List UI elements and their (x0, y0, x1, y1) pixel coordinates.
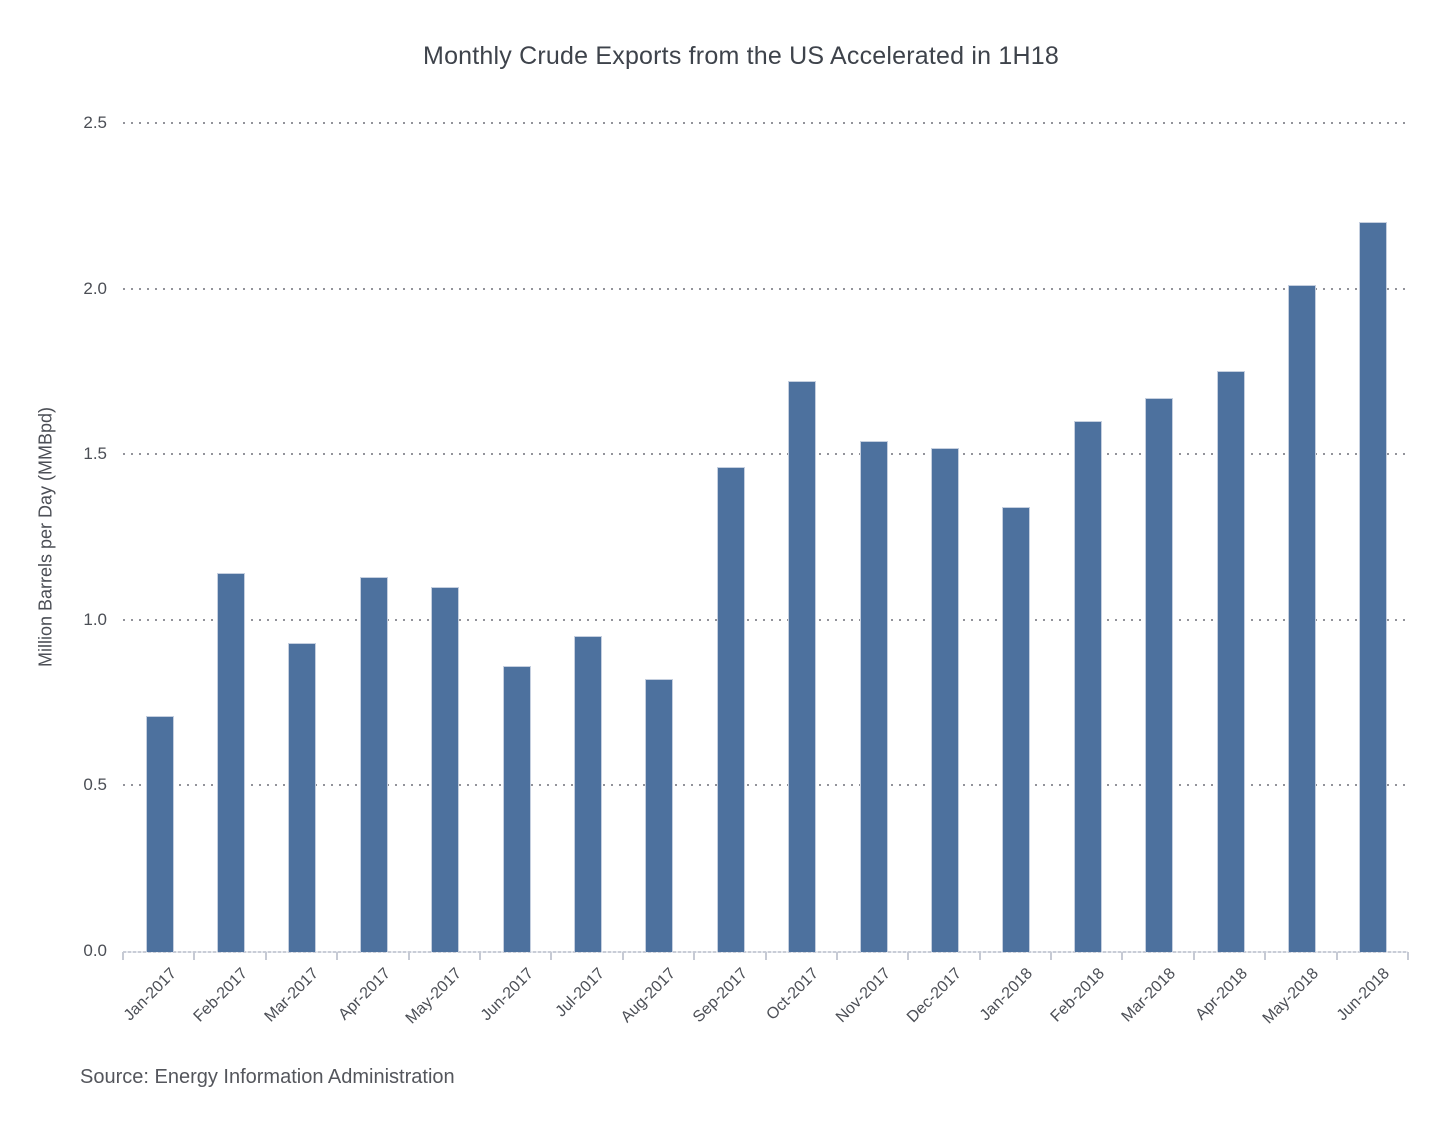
x-tick-label-sep-2017: Sep-2017 (689, 965, 751, 1027)
x-tick-label-dec-2017: Dec-2017 (903, 965, 965, 1027)
bar-mar-2017 (288, 642, 317, 952)
x-tick-label-nov-2017: Nov-2017 (832, 965, 894, 1027)
x-tick-label-may-2017: May-2017 (402, 965, 466, 1028)
bar-jan-2018 (1002, 507, 1031, 952)
bar-jul-2017 (574, 636, 603, 952)
x-tick-label-aug-2017: Aug-2017 (618, 965, 680, 1027)
bar-may-2018 (1287, 285, 1316, 952)
x-axis-tick (1335, 952, 1338, 960)
x-axis-tick (693, 952, 696, 960)
x-axis-tick (122, 952, 124, 960)
bar-may-2017 (431, 586, 460, 952)
gridline-1.0 (123, 618, 1408, 621)
x-tick-label-oct-2017: Oct-2017 (763, 965, 823, 1024)
bar-jan-2017 (145, 715, 174, 952)
x-axis-tick (407, 952, 410, 960)
y-tick-label-1.5: 1.5 (83, 444, 107, 464)
x-axis-tick (193, 952, 196, 960)
x-tick-label-may-2018: May-2018 (1259, 965, 1322, 1028)
x-axis-tick (1407, 952, 1409, 960)
bar-jun-2017 (502, 666, 531, 952)
y-tick-label-2.0: 2.0 (83, 278, 107, 298)
source-note: Source: Energy Information Administratio… (80, 1066, 455, 1088)
bar-mar-2018 (1145, 397, 1174, 952)
x-axis-tick (336, 952, 339, 960)
x-tick-label-feb-2017: Feb-2017 (190, 965, 252, 1026)
x-axis-tick (978, 952, 981, 960)
y-tick-label-0.0: 0.0 (83, 941, 107, 960)
y-tick-label-1.0: 1.0 (83, 609, 107, 629)
bar-apr-2018 (1216, 371, 1245, 952)
chart-title: Monthly Crude Exports from the US Accele… (423, 42, 1059, 70)
gridline-1.5 (123, 453, 1408, 456)
x-axis-tick (1121, 952, 1124, 960)
x-axis-tick (835, 952, 838, 960)
y-tick-label-2.5: 2.5 (83, 113, 107, 132)
x-axis-tick (1050, 952, 1053, 960)
bar-aug-2017 (645, 679, 674, 952)
x-tick-label-apr-2018: Apr-2018 (1191, 965, 1251, 1024)
x-axis-tick (621, 952, 624, 960)
gridline-2.0 (123, 287, 1408, 290)
bar-apr-2017 (359, 576, 388, 952)
x-tick-label-jun-2018: Jun-2018 (1334, 965, 1394, 1025)
gridline-2.5 (123, 122, 1408, 124)
x-axis-tick (550, 952, 553, 960)
x-tick-label-apr-2017: Apr-2017 (335, 965, 394, 1024)
x-axis-tick (1264, 952, 1267, 960)
x-tick-label-mar-2017: Mar-2017 (262, 965, 323, 1026)
bar-nov-2017 (859, 440, 888, 952)
x-tick-label-jul-2017: Jul-2017 (552, 965, 609, 1021)
bar-jun-2018 (1359, 222, 1388, 952)
gridline-0.5 (123, 784, 1408, 787)
x-tick-label-jan-2017: Jan-2017 (120, 965, 180, 1025)
x-axis-tick (907, 952, 910, 960)
bar-feb-2017 (217, 573, 246, 952)
y-tick-label-0.5: 0.5 (83, 775, 107, 795)
x-axis-tick (264, 952, 267, 960)
bar-feb-2018 (1073, 421, 1102, 952)
bar-oct-2017 (788, 381, 817, 952)
x-tick-label-mar-2018: Mar-2018 (1118, 965, 1180, 1026)
x-tick-label-jun-2017: Jun-2017 (477, 965, 537, 1025)
x-axis-line (123, 950, 1408, 953)
x-tick-label-jan-2018: Jan-2018 (977, 965, 1037, 1025)
bar-sep-2017 (716, 467, 745, 952)
bar-dec-2017 (930, 447, 959, 952)
x-axis-tick (764, 952, 767, 960)
x-axis-tick (478, 952, 481, 960)
x-tick-label-feb-2018: Feb-2018 (1047, 965, 1108, 1026)
x-axis-tick (1192, 952, 1195, 960)
